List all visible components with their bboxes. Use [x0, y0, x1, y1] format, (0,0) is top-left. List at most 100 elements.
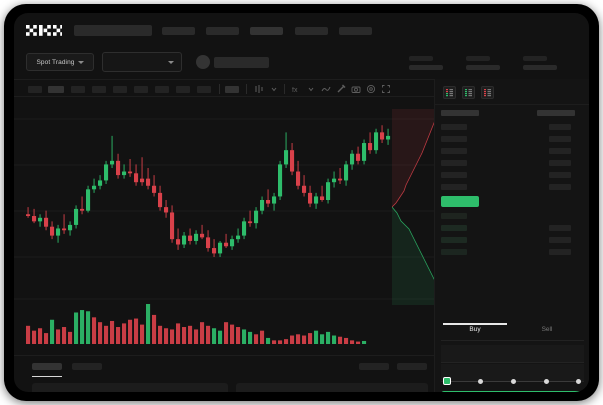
ob-ask-amount[interactable] [549, 124, 571, 130]
chart-type-button[interactable] [225, 86, 239, 93]
stat-value [466, 65, 500, 70]
bottom-tab-open-orders[interactable] [32, 363, 62, 370]
stat-24h-change [466, 56, 500, 70]
fullscreen-icon[interactable] [381, 84, 391, 94]
trade-field-price[interactable] [441, 345, 584, 363]
slider-step-50[interactable] [511, 378, 516, 384]
trade-form-tabs: Buy Sell [441, 323, 584, 341]
stat-value [409, 65, 443, 70]
device-frame: Spot Trading [4, 4, 599, 401]
nav-item-derivatives[interactable] [250, 27, 283, 35]
trading-pair-select[interactable] [102, 52, 182, 72]
ob-bid-amount[interactable] [549, 249, 571, 255]
ticker-price [214, 57, 269, 68]
pair-avatar-icon [196, 55, 210, 69]
stat-24h-volume [523, 56, 557, 70]
okx-logo-icon[interactable] [26, 25, 62, 36]
active-tab-underline [32, 376, 62, 377]
timeframe-chip-1mo[interactable] [155, 86, 169, 93]
nav-item-earn[interactable] [295, 27, 328, 35]
ob-ask-price[interactable] [441, 184, 467, 190]
app-header [14, 13, 589, 46]
orders-panel [14, 355, 434, 392]
ob-header-amount [537, 110, 575, 116]
ob-header-price [441, 110, 479, 116]
chart-type-icon[interactable] [254, 84, 264, 94]
bottom-card-right [236, 383, 428, 392]
nav-item-more[interactable] [339, 27, 372, 35]
line-chart-icon[interactable] [321, 84, 331, 94]
app-screen: Spot Trading [14, 13, 589, 392]
stat-label [523, 56, 547, 61]
nav-item-markets[interactable] [162, 27, 195, 35]
bottom-card-left [32, 383, 228, 392]
timeframe-chip-custom[interactable] [197, 86, 211, 93]
timeframe-chip-1m[interactable] [28, 86, 42, 93]
timeframe-chip-15m[interactable] [48, 86, 64, 93]
ob-bid-amount[interactable] [549, 237, 571, 243]
timeframe-chip-4h[interactable] [92, 86, 106, 93]
orderbook-divider [435, 104, 589, 105]
order-book-depth-chart [392, 109, 440, 305]
slider-step-100[interactable] [576, 378, 581, 384]
chart-gridlines [14, 118, 434, 300]
chevron-down-icon-2[interactable] [306, 84, 316, 94]
slider-handle[interactable] [443, 377, 451, 385]
candlestick-series [26, 125, 391, 257]
slider-step-75[interactable] [544, 378, 549, 384]
timeframe-chip-1w[interactable] [134, 86, 148, 93]
ob-ask-price[interactable] [441, 124, 467, 130]
orderbook-view-modes [443, 86, 494, 99]
camera-icon[interactable] [351, 84, 361, 94]
chart-toolbar: fx [14, 79, 589, 97]
ob-ask-amount[interactable] [549, 148, 571, 154]
ob-ask-price[interactable] [441, 172, 467, 178]
place-buy-order-button[interactable] [441, 391, 584, 392]
ob-ask-amount[interactable] [549, 136, 571, 142]
price-chart[interactable] [14, 97, 434, 355]
market-type-label: Spot Trading [36, 58, 75, 66]
ob-ask-price[interactable] [441, 148, 467, 154]
settings-icon[interactable] [366, 84, 376, 94]
ob-bid-price[interactable] [441, 249, 467, 255]
order-book-panel: Buy Sell [434, 79, 589, 392]
trade-tab-buy[interactable]: Buy [469, 326, 481, 333]
stat-last-price [409, 56, 443, 70]
trade-tab-active-underline [443, 323, 507, 325]
bottom-tab-order-history[interactable] [72, 363, 102, 370]
orderbook-mode-both[interactable] [443, 86, 456, 99]
ob-ask-price[interactable] [441, 160, 467, 166]
magnet-icon[interactable] [336, 84, 346, 94]
ob-bid-price[interactable] [441, 237, 467, 243]
stat-label [409, 56, 433, 61]
market-type-select[interactable]: Spot Trading [26, 53, 94, 71]
indicator-icon[interactable]: fx [291, 84, 301, 94]
stat-label [466, 56, 490, 61]
volume-series [26, 304, 367, 344]
ob-ask-price[interactable] [441, 136, 467, 142]
ob-ask-amount[interactable] [549, 184, 571, 190]
ob-ask-amount[interactable] [549, 172, 571, 178]
timeframe-chip-1h[interactable] [71, 86, 85, 93]
ob-current-price [441, 196, 479, 207]
chevron-down-icon[interactable] [269, 84, 279, 94]
nav-item-trade[interactable] [206, 27, 239, 35]
search-input[interactable] [74, 25, 152, 36]
orderbook-mode-bids[interactable] [462, 86, 475, 99]
ob-bid-price[interactable] [441, 225, 467, 231]
timeframe-chip-more[interactable] [176, 86, 190, 93]
slider-step-25[interactable] [478, 378, 483, 384]
trade-tab-sell[interactable]: Sell [541, 326, 553, 333]
chevron-down-icon [168, 61, 174, 64]
orderbook-mode-asks[interactable] [481, 86, 494, 99]
chevron-down-icon [77, 60, 84, 64]
stat-value [523, 65, 557, 70]
bottom-action-2[interactable] [397, 363, 427, 370]
bottom-action-1[interactable] [359, 363, 389, 370]
amount-percent-slider[interactable] [443, 376, 582, 386]
ob-ask-amount[interactable] [549, 160, 571, 166]
market-subheader: Spot Trading [14, 46, 589, 79]
timeframe-chip-1d[interactable] [113, 86, 127, 93]
ob-bid-price[interactable] [441, 213, 467, 219]
ob-bid-amount[interactable] [549, 225, 571, 231]
